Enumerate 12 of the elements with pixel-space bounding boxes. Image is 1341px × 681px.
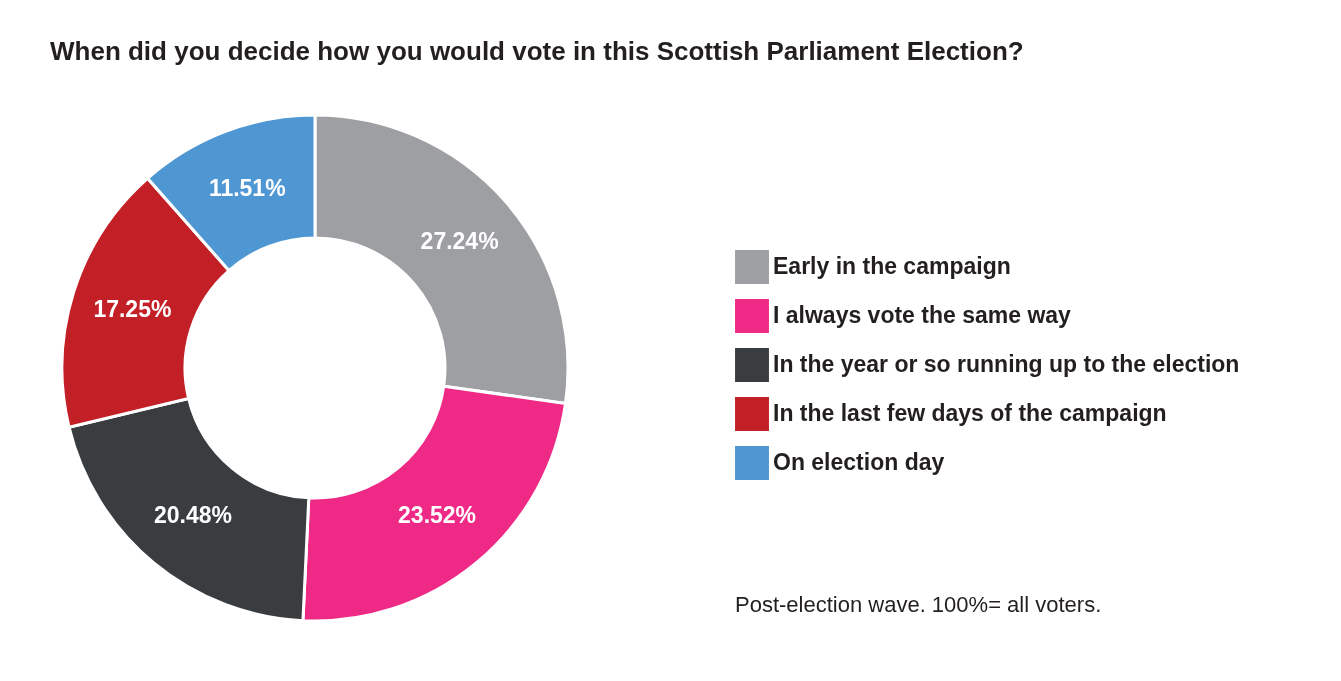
chart-title: When did you decide how you would vote in this Scottish Parliament Election? [50, 36, 1024, 66]
data-label: 27.24% [420, 228, 499, 255]
data-label: 23.52% [398, 501, 477, 528]
data-label: 11.51% [208, 174, 286, 201]
data-label: 17.25% [93, 296, 172, 323]
legend-label: In the year or so running up to the election [773, 351, 1240, 377]
legend-label: In the last few days of the campaign [773, 400, 1167, 426]
text: Post-election wave. 100%= all voters. [735, 592, 1102, 617]
data-label: 20.48% [153, 501, 232, 528]
legend-label: On election day [773, 449, 945, 475]
legend-label: I always vote the same way [773, 302, 1072, 328]
legend-label: Early in the campaign [773, 253, 1011, 279]
